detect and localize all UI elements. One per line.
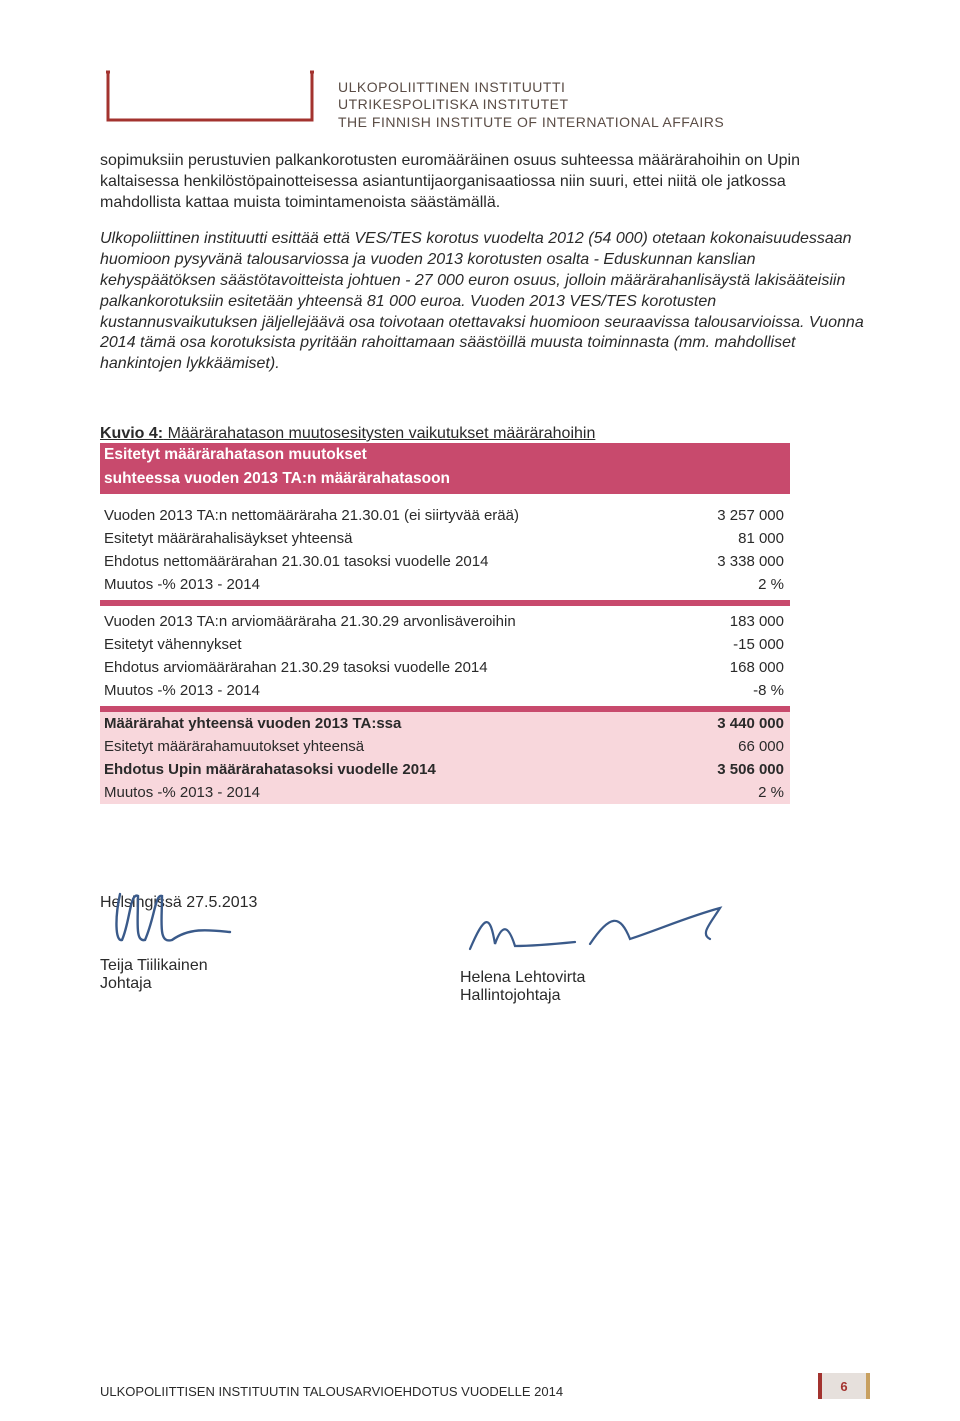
institute-name-en: THE FINNISH INSTITUTE OF INTERNATIONAL A…: [338, 114, 724, 132]
table-caption-label: Kuvio 4:: [100, 425, 163, 442]
signature-scribble-icon: [460, 894, 740, 964]
row-value: 3 338 000: [684, 550, 790, 573]
row-value: 2 %: [684, 781, 790, 804]
logo: [100, 70, 320, 133]
row-value: -8 %: [684, 679, 790, 702]
row-label: Muutos -% 2013 - 2014: [100, 573, 684, 596]
institute-name-fi: ULKOPOLIITTINEN INSTITUUTTI: [338, 79, 724, 97]
row-value: 3 506 000: [684, 758, 790, 781]
signer-name: Helena Lehtovirta: [460, 969, 760, 987]
table-row: Ehdotus arviomäärärahan 21.30.29 tasoksi…: [100, 656, 790, 679]
table-header-line2: suhteessa vuoden 2013 TA:n määrärahataso…: [100, 467, 790, 494]
footer-text: ULKOPOLIITTISEN INSTITUUTIN TALOUSARVIOE…: [100, 1384, 563, 1399]
footer: ULKOPOLIITTISEN INSTITUUTIN TALOUSARVIOE…: [100, 1373, 870, 1399]
row-value: 3 440 000: [684, 712, 790, 735]
signer-title: Hallintojohtaja: [460, 987, 760, 1005]
institute-name-block: ULKOPOLIITTINEN INSTITUUTTI UTRIKESPOLIT…: [338, 79, 724, 134]
signer-name: Teija Tiilikainen: [100, 957, 400, 975]
row-label: Ehdotus nettomäärärahan 21.30.01 tasoksi…: [100, 550, 684, 573]
row-label: Vuoden 2013 TA:n nettomääräraha 21.30.01…: [100, 504, 684, 527]
row-label: Vuoden 2013 TA:n arviomääräraha 21.30.29…: [100, 610, 684, 633]
table-caption: Kuvio 4: Määrärahatason muutosesitysten …: [100, 425, 870, 443]
table-row: Ehdotus nettomäärärahan 21.30.01 tasoksi…: [100, 550, 790, 573]
paragraph-2: Ulkopoliittinen instituutti esittää että…: [100, 229, 870, 375]
row-value: -15 000: [684, 633, 790, 656]
row-value: 81 000: [684, 527, 790, 550]
row-value: 168 000: [684, 656, 790, 679]
table-row: Vuoden 2013 TA:n nettomääräraha 21.30.01…: [100, 504, 790, 527]
table-row: Muutos -% 2013 - 20142 %: [100, 573, 790, 596]
row-label: Muutos -% 2013 - 2014: [100, 679, 684, 702]
page-number: 6: [840, 1379, 847, 1394]
table-header-line1: Esitetyt määrärahatason muutokset: [100, 443, 790, 467]
table-caption-text: Määrärahatason muutosesitysten vaikutuks…: [163, 425, 595, 442]
row-label: Esitetyt määrärahalisäykset yhteensä: [100, 527, 684, 550]
row-label: Esitetyt vähennykset: [100, 633, 684, 656]
table-row: Esitetyt määrärahalisäykset yhteensä81 0…: [100, 527, 790, 550]
institute-name-sv: UTRIKESPOLITISKA INSTITUTET: [338, 96, 724, 114]
row-value: 66 000: [684, 735, 790, 758]
table-row: Määrärahat yhteensä vuoden 2013 TA:ssa3 …: [100, 712, 790, 735]
row-label: Esitetyt määrärahamuutokset yhteensä: [100, 735, 684, 758]
header: ULKOPOLIITTINEN INSTITUUTTI UTRIKESPOLIT…: [100, 70, 870, 133]
paragraph-1: sopimuksiin perustuvien palkankorotusten…: [100, 151, 870, 213]
table-row: Muutos -% 2013 - 20142 %: [100, 781, 790, 804]
row-label: Ehdotus Upin määrärahatasoksi vuodelle 2…: [100, 758, 684, 781]
budget-table: Esitetyt määrärahatason muutokset suhtee…: [100, 443, 790, 804]
row-label: Määrärahat yhteensä vuoden 2013 TA:ssa: [100, 712, 684, 735]
row-label: Muutos -% 2013 - 2014: [100, 781, 684, 804]
table-row: Vuoden 2013 TA:n arviomääräraha 21.30.29…: [100, 610, 790, 633]
table-row: Muutos -% 2013 - 2014-8 %: [100, 679, 790, 702]
table-row: Ehdotus Upin määrärahatasoksi vuodelle 2…: [100, 758, 790, 781]
table-row: Esitetyt vähennykset-15 000: [100, 633, 790, 656]
row-label: Ehdotus arviomäärärahan 21.30.29 tasoksi…: [100, 656, 684, 679]
table-row: Esitetyt määrärahamuutokset yhteensä66 0…: [100, 735, 790, 758]
page-number-badge: 6: [818, 1373, 870, 1399]
row-value: 183 000: [684, 610, 790, 633]
row-value: 2 %: [684, 573, 790, 596]
signature-right: Helena Lehtovirta Hallintojohtaja: [460, 894, 760, 1005]
signature-block: Helsingissä 27.5.2013 Teija Tiilikainen …: [100, 894, 870, 1005]
signature-left: Helsingissä 27.5.2013 Teija Tiilikainen …: [100, 894, 400, 1005]
row-value: 3 257 000: [684, 504, 790, 527]
signer-title: Johtaja: [100, 975, 400, 993]
signature-scribble-icon: [100, 882, 380, 952]
